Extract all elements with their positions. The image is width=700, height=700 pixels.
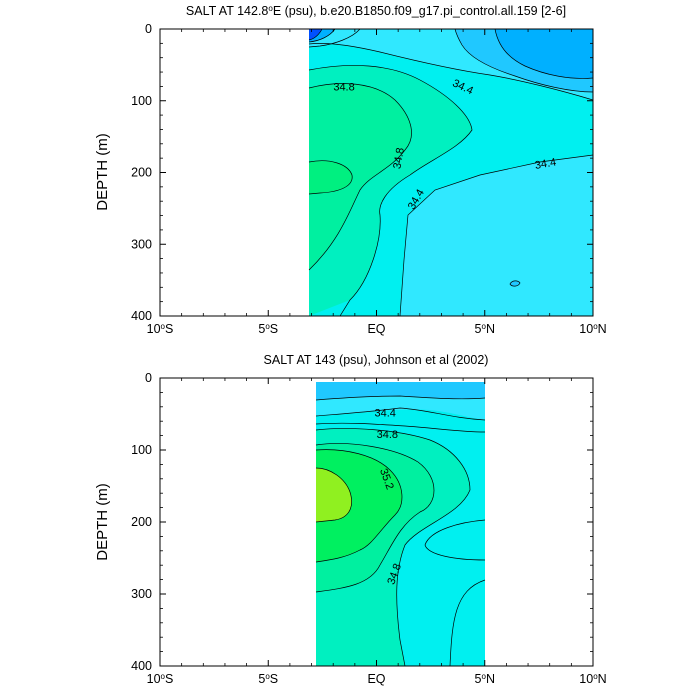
y-axis-label-observations: DEPTH (m) — [94, 483, 111, 561]
contour-label: 34.4 — [534, 156, 557, 172]
chart-title-model: SALT AT 142.8oE (psu), b.e20.B1850.f09_g… — [186, 4, 566, 19]
panel-model: SALT AT 142.8oE (psu), b.e20.B1850.f09_g… — [94, 4, 607, 337]
contour-line — [509, 280, 521, 287]
field-upper-band-2 — [316, 382, 485, 400]
x-tick-label: 10oS — [147, 322, 174, 337]
field-35-4-blob — [316, 468, 352, 522]
contour-line — [315, 443, 435, 593]
contour-lines-observations — [315, 395, 486, 666]
svg-text:34.4: 34.4 — [374, 408, 395, 420]
y-tick-label: 300 — [131, 237, 152, 251]
field-low-salt-core — [495, 29, 593, 79]
contour-line — [308, 65, 473, 316]
svg-text:34.8: 34.8 — [377, 429, 398, 441]
contour-line — [308, 160, 353, 195]
y-tick-label: 100 — [131, 94, 152, 108]
contour-line — [315, 449, 403, 563]
x-tick-label: 5oN — [475, 322, 495, 337]
svg-text:34.8: 34.8 — [333, 81, 354, 93]
contour-line — [315, 407, 486, 421]
contour-labels-observations: 34.434.835.234.8 — [374, 408, 404, 587]
x-tick-label: 10oS — [147, 672, 174, 687]
field-35-2-blob — [309, 160, 353, 194]
contour-line — [308, 29, 361, 48]
contour-line — [494, 29, 593, 79]
contour-line — [308, 29, 323, 41]
axes-ticks-observations: 10oS 5oS EQ 5oN 10oN 0 100 200 300 400 — [131, 371, 607, 686]
contour-label: 34.4 — [374, 408, 395, 420]
y-tick-label: 300 — [131, 587, 152, 601]
field-35-0-region — [309, 83, 412, 270]
panel-observations: SALT AT 143 (psu), Johnson et al (2002) — [94, 353, 607, 686]
x-tick-label: 5oS — [258, 672, 278, 687]
field-surface-spot-3 — [309, 29, 322, 40]
x-tick-label: EQ — [367, 672, 385, 686]
field-right-bulge — [425, 520, 485, 560]
y-axis-label-model: DEPTH (m) — [94, 133, 111, 211]
x-tick-label: 10oN — [579, 672, 606, 687]
x-tick-label: 5oN — [475, 672, 495, 687]
contour-line — [315, 428, 471, 666]
contour-lines-model — [308, 29, 593, 316]
contour-line — [449, 579, 486, 666]
field-34-4-region — [400, 29, 593, 316]
contour-line — [315, 422, 486, 433]
y-tick-label: 0 — [145, 371, 152, 385]
y-tick-label: 400 — [131, 659, 152, 673]
contour-label: 34.8 — [391, 147, 407, 170]
contour-field-model — [309, 29, 593, 316]
x-tick-label: 10oN — [579, 322, 606, 337]
field-small-blob — [510, 280, 520, 287]
contour-line — [424, 519, 486, 561]
x-tick-label: 5oS — [258, 322, 278, 337]
contour-line — [308, 83, 412, 271]
contour-line — [399, 154, 593, 316]
contour-line — [315, 395, 486, 401]
contour-line — [454, 29, 593, 93]
contour-label: 34.8 — [377, 429, 398, 441]
svg-text:34.4: 34.4 — [534, 156, 557, 172]
y-tick-label: 200 — [131, 166, 152, 180]
contour-line — [308, 43, 593, 101]
y-tick-label: 400 — [131, 309, 152, 323]
y-tick-label: 100 — [131, 443, 152, 457]
chart-title-observations: SALT AT 143 (psu), Johnson et al (2002) — [264, 353, 489, 367]
contour-line — [315, 467, 352, 523]
y-tick-label: 0 — [145, 22, 152, 36]
svg-text:34.8: 34.8 — [391, 147, 407, 170]
y-tick-label: 200 — [131, 515, 152, 529]
contour-label: 34.8 — [333, 81, 354, 93]
axes-ticks-model: 10oS 5oS EQ 5oN 10oN 0 100 200 300 400 — [131, 22, 607, 336]
contour-field-observations — [316, 382, 485, 666]
x-tick-label: EQ — [367, 322, 385, 336]
